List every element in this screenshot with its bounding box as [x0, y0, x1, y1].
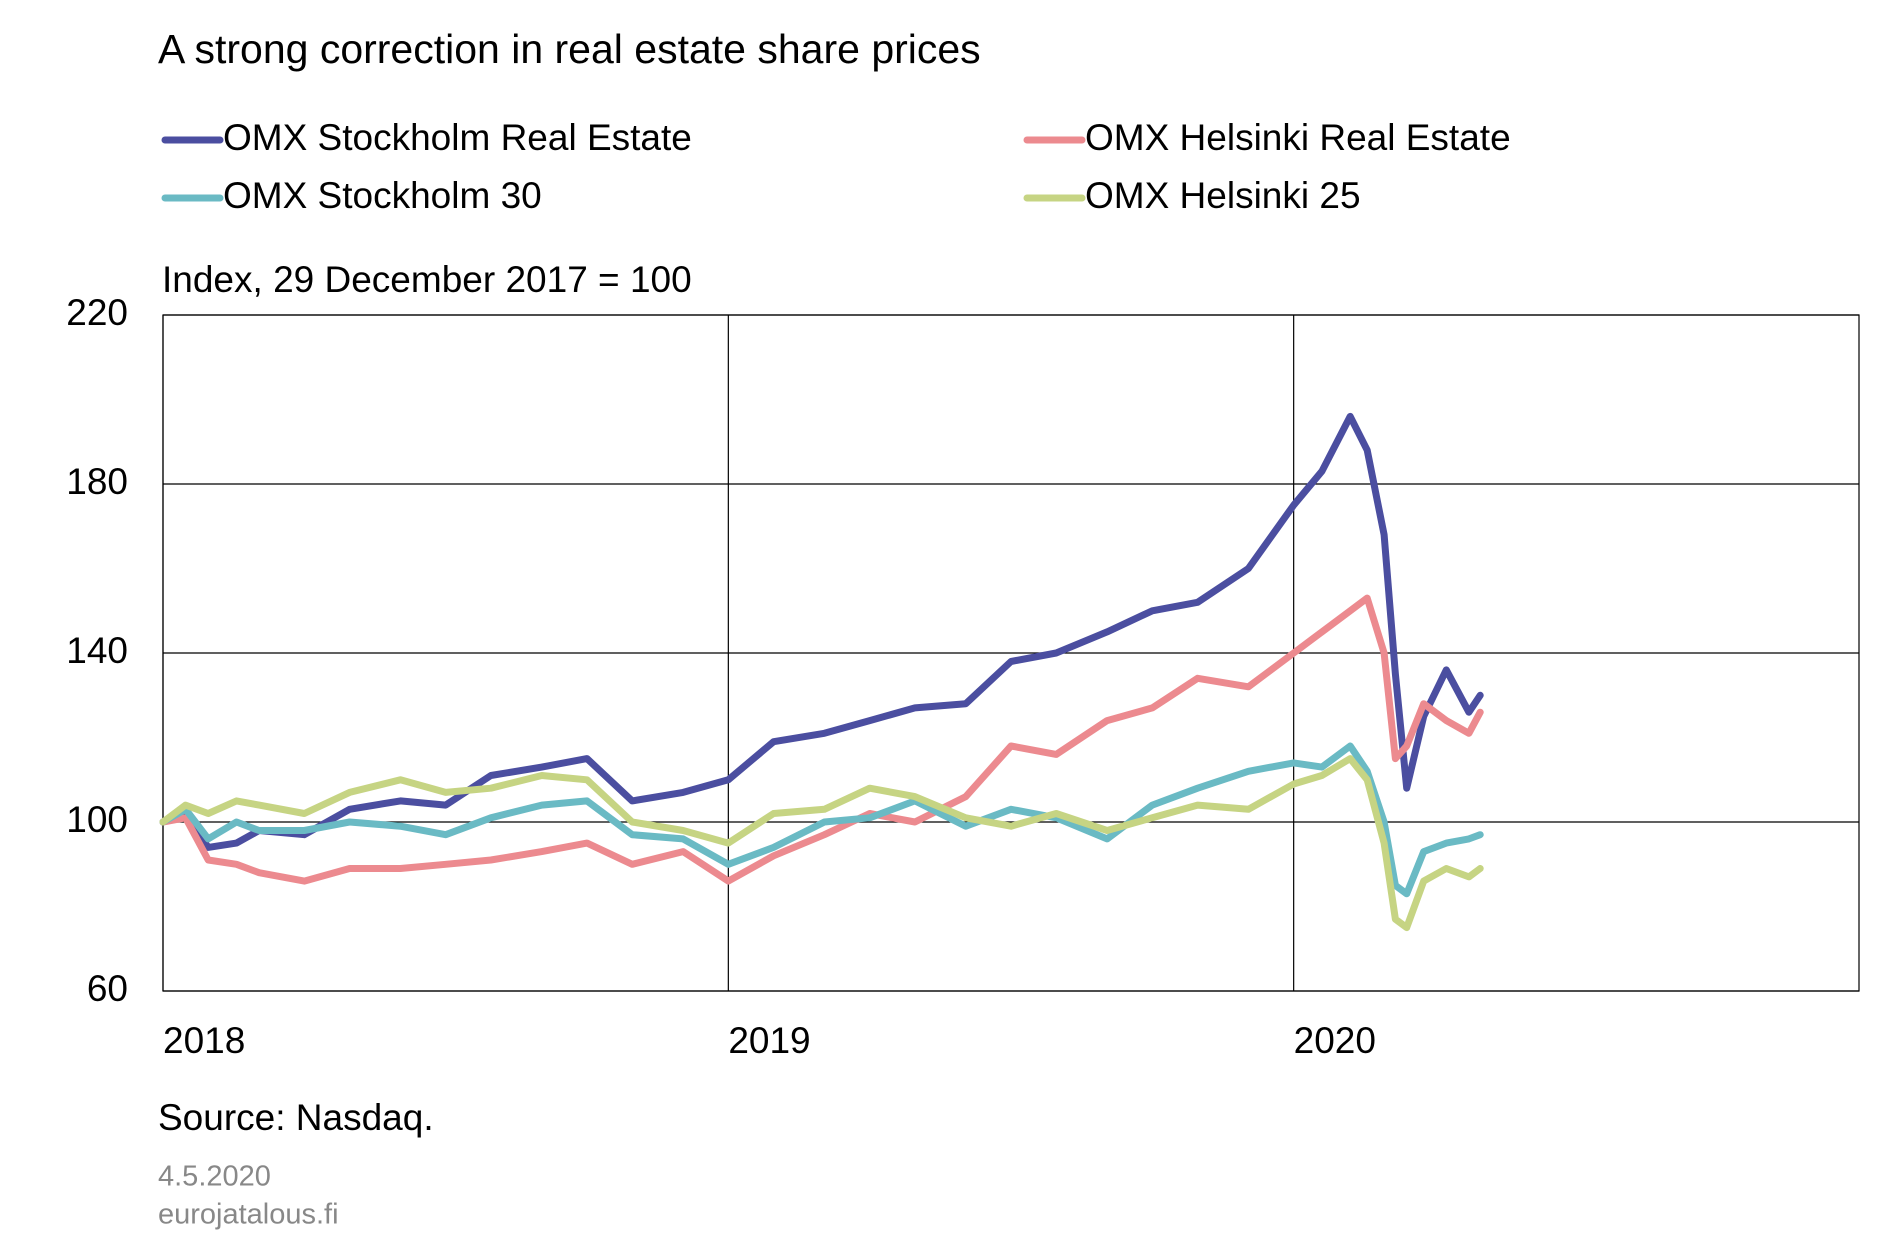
- y-tick-label: 140: [66, 630, 128, 671]
- series-line: [159, 594, 1484, 885]
- y-tick-label: 60: [87, 968, 128, 1009]
- legend-label: OMX Helsinki Real Estate: [1085, 117, 1511, 158]
- legend-label: OMX Stockholm Real Estate: [223, 117, 692, 158]
- legend-label: OMX Helsinki 25: [1085, 175, 1361, 216]
- site-note: eurojatalous.fi: [158, 1199, 339, 1231]
- series-line: [159, 412, 1484, 851]
- x-tick-label: 2019: [728, 1020, 810, 1061]
- series-line: [159, 742, 1484, 898]
- y-tick-label: 220: [66, 292, 128, 333]
- date-note: 4.5.2020: [158, 1161, 271, 1193]
- legend-label: OMX Stockholm 30: [223, 175, 542, 216]
- series-line: [159, 755, 1484, 932]
- y-tick-label: 100: [66, 799, 128, 840]
- x-tick-label: 2018: [163, 1020, 245, 1061]
- source-note: Source: Nasdaq.: [158, 1097, 434, 1138]
- axis-subtitle: Index, 29 December 2017 = 100: [162, 259, 692, 300]
- x-tick-label: 2020: [1294, 1020, 1376, 1061]
- chart-title: A strong correction in real estate share…: [158, 26, 981, 72]
- plot-frame: [162, 314, 1860, 992]
- y-tick-label: 180: [66, 461, 128, 502]
